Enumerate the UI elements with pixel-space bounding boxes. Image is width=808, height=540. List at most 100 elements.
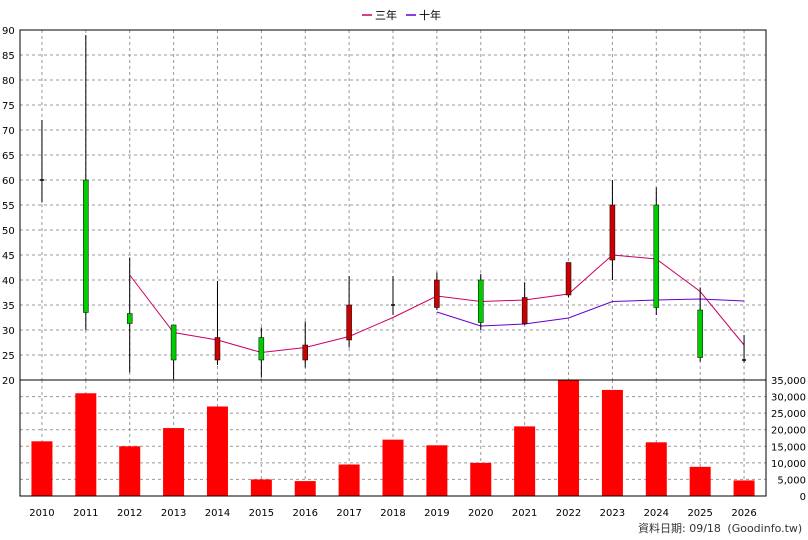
candle-2017 [346, 276, 352, 348]
candle-2015 [258, 327, 265, 378]
year-tick-2014: 2014 [205, 508, 230, 519]
year-tick-2025: 2025 [687, 508, 712, 519]
price-tick-25: 25 [2, 351, 15, 362]
ma10-line [436, 298, 745, 327]
volume-bar-2024 [645, 442, 667, 496]
price-tick-70: 70 [2, 126, 15, 137]
volume-bar-2019 [426, 445, 448, 496]
footer-source: (Goodinfo.tw) [727, 522, 802, 535]
price-tick-55: 55 [2, 201, 15, 212]
volume-plot-frame [19, 379, 767, 497]
price-tick-75: 75 [2, 101, 15, 112]
candle-2020 [478, 274, 484, 330]
price-tick-30: 30 [2, 326, 15, 337]
price-tick-50: 50 [2, 226, 15, 237]
volume-tick-25000: 25,000 [771, 409, 806, 420]
candle-2022 [565, 262, 572, 298]
candle-body-2012 [126, 313, 133, 324]
year-tick-2013: 2013 [161, 508, 186, 519]
volume-axis-ticks: 0 5,000 10,000 15,000 20,000 25,000 30,000 35,0… [771, 376, 806, 503]
price-tick-85: 85 [2, 51, 15, 62]
candle-2019 [434, 272, 440, 310]
year-tick-2018: 2018 [380, 508, 405, 519]
candle-2010 [39, 120, 44, 203]
candle-body-2019 [434, 279, 440, 308]
candle-2018 [391, 276, 395, 315]
candle-2013 [170, 324, 177, 379]
year-tick-2011: 2011 [73, 508, 98, 519]
candle-body-2023 [609, 204, 616, 261]
year-tick-2016: 2016 [293, 508, 318, 519]
price-tick-90: 90 [2, 26, 15, 37]
year-tick-2015: 2015 [249, 508, 274, 519]
volume-bar-2014 [206, 406, 228, 496]
volume-tick-5000: 5,000 [777, 475, 806, 486]
price-axis-ticks: 20 25 30 35 40 45 50 55 60 65 70 75 80 85 90 [2, 26, 15, 387]
price-tick-65: 65 [2, 151, 15, 162]
candle-body-2014 [214, 337, 221, 361]
candle-body-2025 [697, 309, 703, 358]
candle-body-2016 [302, 344, 308, 361]
candle-2025 [697, 287, 703, 362]
year-tick-2026: 2026 [731, 508, 756, 519]
candle-2014 [214, 281, 221, 365]
price-tick-45: 45 [2, 251, 15, 262]
candle-body-2022 [565, 262, 572, 296]
legend: 三年 十年 [362, 8, 441, 22]
year-tick-2017: 2017 [336, 508, 361, 519]
candle-body-2015 [258, 337, 265, 361]
volume-tick-0: 0 [800, 492, 806, 503]
volume-bar-2022 [558, 380, 580, 496]
footer-date: 資料日期: 09/18 (Goodinfo.tw) [638, 521, 802, 535]
volume-bar-2011 [75, 393, 97, 496]
candle-2011 [83, 35, 89, 330]
candle-body-2011 [83, 179, 89, 313]
volume-bars [31, 380, 755, 496]
year-axis-ticks: 2010 2011 2012 2013 2014 2015 2016 2017 2018 2019… [29, 508, 757, 519]
volume-bar-2015 [250, 479, 272, 496]
year-tick-2020: 2020 [468, 508, 493, 519]
candle-2012 [126, 257, 133, 373]
volume-bar-2017 [338, 464, 360, 496]
year-tick-2024: 2024 [644, 508, 669, 519]
volume-bar-2026 [733, 480, 755, 496]
candle-2023 [609, 180, 616, 280]
candle-2016 [302, 321, 308, 368]
volume-bar-2012 [119, 446, 141, 496]
year-tick-2010: 2010 [29, 508, 54, 519]
volume-bar-2021 [514, 426, 536, 496]
price-tick-80: 80 [2, 76, 15, 87]
volume-tick-10000: 10,000 [771, 459, 806, 470]
volume-bar-2013 [163, 428, 185, 496]
price-tick-20: 20 [2, 376, 15, 387]
legend-ma10-label: 十年 [419, 8, 441, 22]
candle-2024 [653, 187, 660, 315]
price-tick-60: 60 [2, 176, 15, 187]
volume-tick-15000: 15,000 [771, 442, 806, 453]
candle-body-2020 [478, 279, 484, 323]
price-tick-35: 35 [2, 301, 15, 312]
footer-date-prefix: 資料日期: 09/18 [638, 521, 721, 535]
volume-bar-2016 [294, 481, 316, 496]
volume-tick-35000: 35,000 [771, 376, 806, 387]
volume-bar-2025 [689, 466, 711, 496]
year-tick-2021: 2021 [512, 508, 537, 519]
candle-body-2013 [170, 324, 177, 361]
candle-body-2017 [346, 304, 352, 341]
volume-bar-2020 [470, 462, 492, 496]
volume-bar-2023 [601, 389, 623, 496]
year-tick-2022: 2022 [556, 508, 581, 519]
candle-body-2021 [521, 297, 528, 324]
volume-bar-2010 [31, 441, 53, 496]
plot-frames [19, 29, 767, 497]
year-tick-2019: 2019 [424, 508, 449, 519]
year-tick-2023: 2023 [600, 508, 625, 519]
candle-2026 [742, 335, 747, 363]
volume-tick-20000: 20,000 [771, 426, 806, 437]
candlesticks [39, 35, 747, 379]
legend-ma3-label: 三年 [375, 8, 397, 22]
candle-2021 [521, 282, 528, 325]
volume-tick-30000: 30,000 [771, 393, 806, 404]
price-tick-40: 40 [2, 276, 15, 287]
